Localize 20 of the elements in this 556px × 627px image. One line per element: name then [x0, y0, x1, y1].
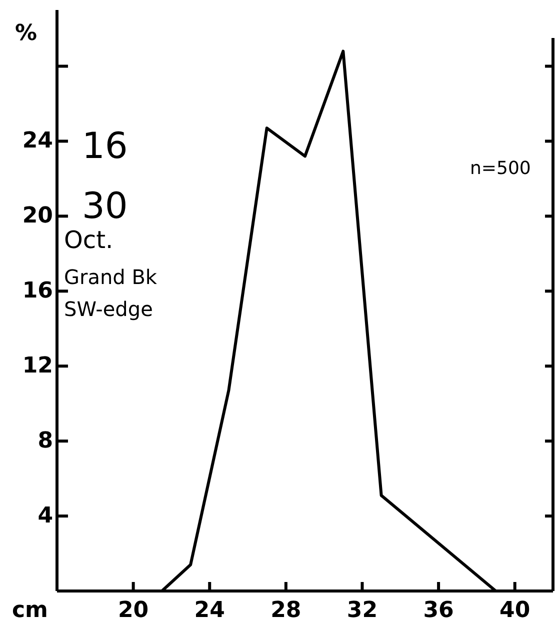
- annotation: Grand Bk: [64, 265, 158, 289]
- x-tick-label: 36: [423, 598, 454, 623]
- y-tick-label: 24: [22, 128, 53, 154]
- annotation: Oct.: [64, 226, 114, 254]
- x-tick-label: 28: [270, 598, 302, 623]
- annotation: 16: [82, 126, 128, 167]
- y-tick-label: 12: [22, 354, 53, 379]
- annotation: SW-edge: [64, 297, 153, 321]
- y-tick-label: 4: [38, 504, 53, 529]
- annotation: n=500: [470, 158, 531, 179]
- x-tick-label: 24: [194, 598, 225, 623]
- y-tick-label: 8: [38, 428, 53, 454]
- y-axis-title: %: [14, 21, 38, 46]
- y-tick-label: 16: [22, 278, 53, 304]
- x-tick-label: 20: [118, 598, 149, 623]
- x-tick-label: 40: [500, 598, 530, 623]
- x-axis-title: cm: [12, 598, 48, 623]
- y-tick-label: 20: [22, 204, 53, 229]
- x-tick-label: 32: [346, 598, 378, 623]
- annotation: 30: [82, 186, 128, 227]
